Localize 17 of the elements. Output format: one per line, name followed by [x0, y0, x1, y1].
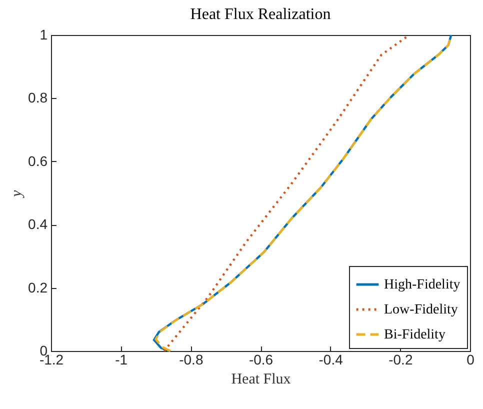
y-tick-label: 0.2	[28, 279, 48, 296]
y-tick-label: 1	[40, 26, 48, 42]
x-tick-label: -0.4	[318, 352, 344, 368]
x-tick-label: 0	[466, 352, 475, 368]
x-axis-title: Heat Flux	[231, 372, 292, 388]
x-tick-label: -1	[115, 352, 128, 368]
legend-label: High-Fidelity	[384, 278, 460, 292]
y-tick-label: 0.4	[28, 216, 48, 232]
x-tick-label: -0.2	[388, 352, 413, 368]
y-tick-label: 0.8	[28, 90, 48, 106]
y-tick-label: 0.6	[28, 152, 48, 169]
y-axis-title: y	[9, 190, 26, 199]
chart-title: Heat Flux Realization	[190, 6, 331, 23]
x-tick-label: -0.6	[248, 352, 274, 368]
x-tick-label: -0.8	[179, 352, 204, 368]
legend-label: Low-Fidelity	[384, 302, 458, 318]
legend-label: Bi-Fidelity	[384, 328, 446, 342]
